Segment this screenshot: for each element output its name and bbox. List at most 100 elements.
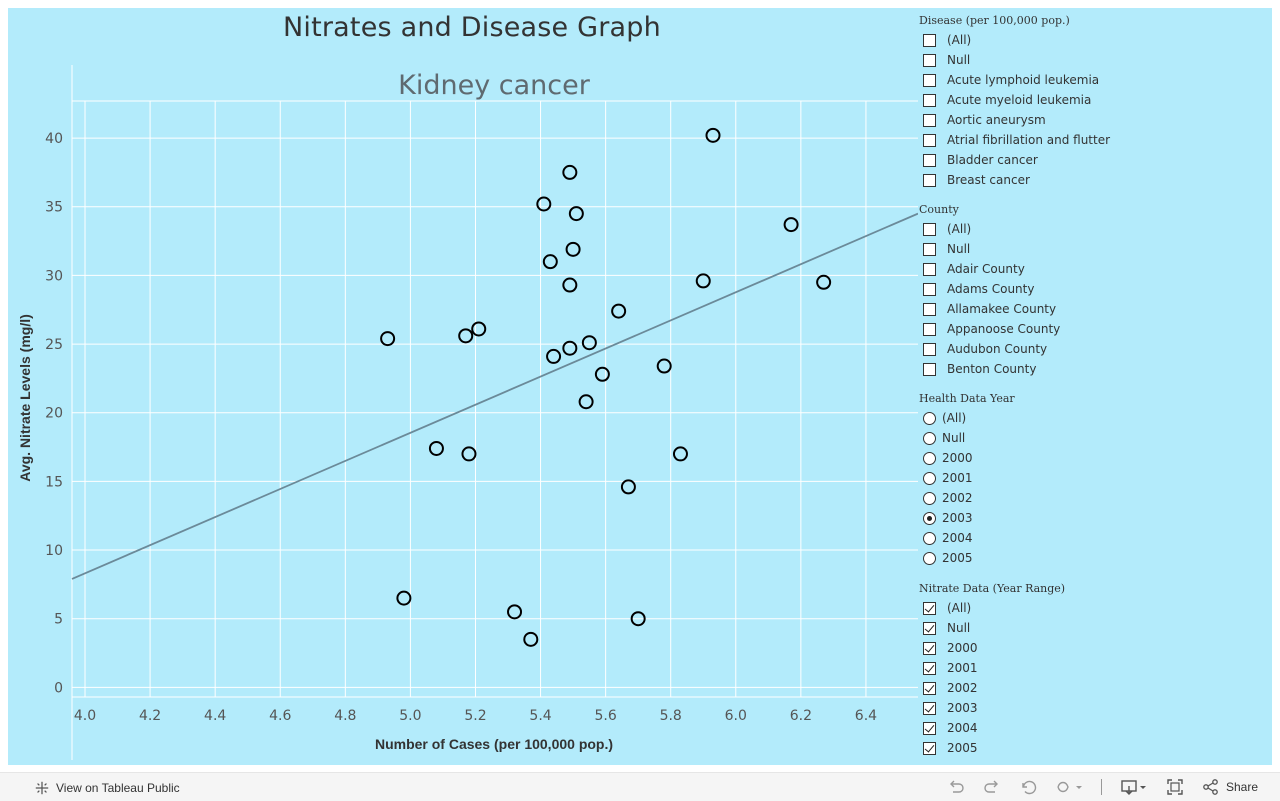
- checkbox[interactable]: [923, 741, 936, 755]
- county-option[interactable]: Null: [919, 239, 1259, 259]
- scatter-point[interactable]: [461, 446, 477, 462]
- radio-button[interactable]: [923, 511, 936, 525]
- disease-option[interactable]: Atrial fibrillation and flutter: [919, 130, 1259, 150]
- checkbox[interactable]: [923, 701, 936, 715]
- checkbox[interactable]: [923, 322, 936, 336]
- checkbox[interactable]: [923, 362, 936, 376]
- health_year-option[interactable]: Null: [919, 428, 1259, 448]
- radio-button[interactable]: [923, 471, 936, 485]
- checkbox[interactable]: [923, 621, 936, 635]
- scatter-point[interactable]: [428, 440, 444, 456]
- checkbox[interactable]: [923, 133, 936, 147]
- radio-button[interactable]: [923, 531, 936, 545]
- disease-option[interactable]: Null: [919, 50, 1259, 70]
- checkbox[interactable]: [923, 113, 936, 127]
- checkbox[interactable]: [923, 93, 936, 107]
- nitrate_range-option[interactable]: 2004: [919, 718, 1259, 738]
- checkbox[interactable]: [923, 681, 936, 695]
- scatter-point[interactable]: [816, 274, 832, 290]
- health_year-option[interactable]: 2000: [919, 448, 1259, 468]
- health_year-option[interactable]: 2002: [919, 488, 1259, 508]
- county-option[interactable]: Adams County: [919, 279, 1259, 299]
- radio-button[interactable]: [923, 451, 936, 465]
- checkbox[interactable]: [923, 302, 936, 316]
- disease-option[interactable]: Bladder cancer: [919, 150, 1259, 170]
- scatter-point[interactable]: [630, 611, 646, 627]
- radio-button[interactable]: [923, 551, 936, 565]
- view-on-tableau-link[interactable]: View on Tableau Public: [34, 780, 180, 796]
- disease-option[interactable]: (All): [919, 30, 1259, 50]
- health_year-option[interactable]: 2005: [919, 548, 1259, 568]
- nitrate_range-option[interactable]: Null: [919, 618, 1259, 638]
- scatter-point[interactable]: [783, 217, 799, 233]
- checkbox[interactable]: [923, 262, 936, 276]
- health_year-option[interactable]: 2001: [919, 468, 1259, 488]
- scatter-point[interactable]: [396, 590, 412, 606]
- redo-icon[interactable]: [983, 778, 1001, 796]
- scatter-point[interactable]: [546, 348, 562, 364]
- scatter-point[interactable]: [568, 206, 584, 222]
- scatter-point[interactable]: [542, 254, 558, 270]
- scatter-point[interactable]: [620, 479, 636, 495]
- nitrate_range-option[interactable]: 2001: [919, 658, 1259, 678]
- scatter-point[interactable]: [562, 164, 578, 180]
- disease-option[interactable]: Breast cancer: [919, 170, 1259, 190]
- checkbox[interactable]: [923, 33, 936, 47]
- scatter-chart[interactable]: 4.0 4.2 4.4 4.6 4.8 5.0 5.2 5.4 5.6 5.8 6.0 6.2 6.4 0…: [0, 0, 918, 770]
- scatter-point[interactable]: [562, 277, 578, 293]
- checkbox[interactable]: [923, 153, 936, 167]
- checkbox[interactable]: [923, 73, 936, 87]
- disease-option[interactable]: Acute lymphoid leukemia: [919, 70, 1259, 90]
- share-button[interactable]: Share: [1202, 778, 1258, 796]
- nitrate_range-option[interactable]: (All): [919, 598, 1259, 618]
- nitrate_range-option[interactable]: 2000: [919, 638, 1259, 658]
- checkbox[interactable]: [923, 173, 936, 187]
- checkbox[interactable]: [923, 282, 936, 296]
- health_year-option[interactable]: 2003: [919, 508, 1259, 528]
- fullscreen-icon[interactable]: [1166, 778, 1184, 796]
- scatter-point[interactable]: [507, 604, 523, 620]
- revert-icon[interactable]: [1019, 778, 1037, 796]
- scatter-point[interactable]: [672, 446, 688, 462]
- health_year-option[interactable]: 2004: [919, 528, 1259, 548]
- trend-line[interactable]: [71, 212, 918, 580]
- scatter-point[interactable]: [695, 273, 711, 289]
- nitrate_range-option[interactable]: 2002: [919, 678, 1259, 698]
- checkbox[interactable]: [923, 242, 936, 256]
- download-icon[interactable]: [1120, 778, 1148, 796]
- scatter-point[interactable]: [536, 196, 552, 212]
- undo-icon[interactable]: [947, 778, 965, 796]
- checkbox[interactable]: [923, 721, 936, 735]
- checkbox[interactable]: [923, 661, 936, 675]
- scatter-point[interactable]: [562, 340, 578, 356]
- radio-button[interactable]: [923, 411, 936, 425]
- county-option[interactable]: Adair County: [919, 259, 1259, 279]
- scatter-point[interactable]: [471, 321, 487, 337]
- scatter-point[interactable]: [611, 303, 627, 319]
- checkbox[interactable]: [923, 53, 936, 67]
- scatter-point[interactable]: [380, 331, 396, 347]
- nitrate_range-option[interactable]: 2005: [919, 738, 1259, 758]
- checkbox[interactable]: [923, 222, 936, 236]
- radio-button[interactable]: [923, 491, 936, 505]
- disease-option[interactable]: Aortic aneurysm: [919, 110, 1259, 130]
- pause-updates-icon[interactable]: [1055, 778, 1083, 796]
- checkbox[interactable]: [923, 641, 936, 655]
- scatter-point[interactable]: [594, 366, 610, 382]
- county-option[interactable]: (All): [919, 219, 1259, 239]
- county-option[interactable]: Benton County: [919, 359, 1259, 379]
- checkbox[interactable]: [923, 601, 936, 615]
- scatter-point[interactable]: [523, 631, 539, 647]
- scatter-point[interactable]: [656, 358, 672, 374]
- health_year-option[interactable]: (All): [919, 408, 1259, 428]
- nitrate_range-option[interactable]: 2003: [919, 698, 1259, 718]
- disease-option[interactable]: Acute myeloid leukemia: [919, 90, 1259, 110]
- scatter-point[interactable]: [705, 127, 721, 143]
- county-option[interactable]: Appanoose County: [919, 319, 1259, 339]
- scatter-point[interactable]: [565, 241, 581, 257]
- scatter-point[interactable]: [578, 394, 594, 410]
- county-option[interactable]: Allamakee County: [919, 299, 1259, 319]
- scatter-point[interactable]: [581, 335, 597, 351]
- radio-button[interactable]: [923, 431, 936, 445]
- county-option[interactable]: Audubon County: [919, 339, 1259, 359]
